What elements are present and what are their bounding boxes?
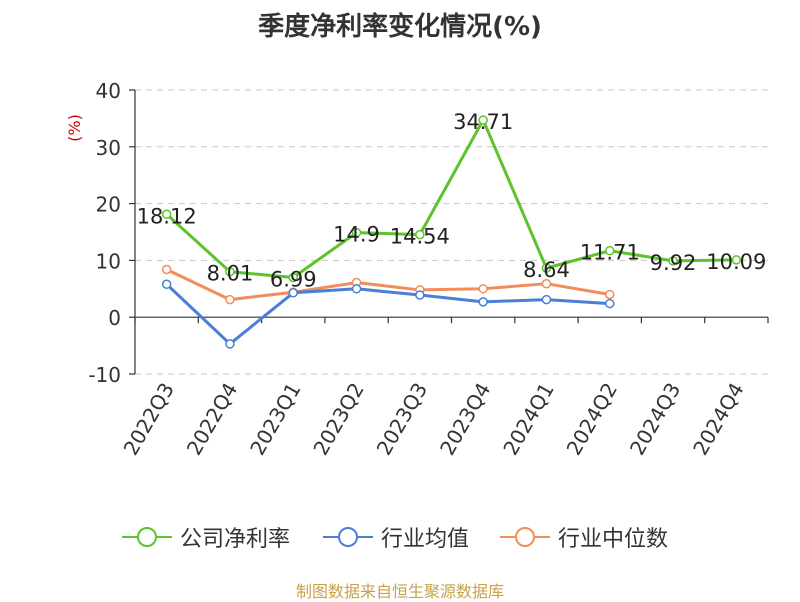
data-label: 11.71 bbox=[580, 241, 640, 265]
x-tick-label: 2022Q3 bbox=[119, 379, 179, 460]
legend-label-company: 公司净利率 bbox=[180, 527, 291, 552]
y-axis-label: (%) bbox=[65, 114, 84, 142]
x-tick-label: 2023Q4 bbox=[435, 379, 495, 460]
x-tick-label: 2023Q2 bbox=[308, 379, 368, 460]
data-point[interactable] bbox=[478, 115, 488, 125]
data-point[interactable] bbox=[351, 227, 362, 238]
y-tick-label: 40 bbox=[96, 79, 121, 103]
data-source-note: 制图数据来自恒生聚源数据库 bbox=[295, 582, 504, 601]
grid-lines bbox=[135, 89, 768, 375]
data-label: 9.92 bbox=[650, 251, 697, 275]
data-point[interactable] bbox=[161, 279, 172, 290]
data-label: 6.99 bbox=[270, 267, 317, 291]
legend-item-industry-median[interactable]: 行业中位数 bbox=[500, 522, 668, 552]
legend-item-industry-average[interactable]: 行业均值 bbox=[323, 522, 469, 552]
data-point[interactable] bbox=[541, 294, 552, 305]
data-point[interactable] bbox=[225, 266, 235, 277]
data-label: 8.01 bbox=[207, 262, 254, 286]
data-point[interactable] bbox=[668, 256, 678, 266]
data-label: 8.64 bbox=[523, 258, 570, 282]
data-point[interactable] bbox=[415, 290, 425, 300]
x-tick-label: 2024Q2 bbox=[562, 379, 622, 460]
x-tick-label: 2022Q4 bbox=[182, 379, 242, 460]
data-point[interactable] bbox=[161, 264, 172, 275]
legend-marker-industry-average bbox=[323, 527, 373, 547]
y-tick-label: 30 bbox=[96, 136, 121, 160]
series-line-0 bbox=[165, 118, 737, 279]
legend-marker-industry-median bbox=[500, 527, 550, 547]
y-tick-label: 20 bbox=[96, 193, 121, 217]
data-label: 34.71 bbox=[453, 110, 513, 134]
legend-label-industry-average: 行业均值 bbox=[381, 527, 470, 552]
data-point[interactable] bbox=[605, 245, 615, 256]
x-tick-label: 2024Q4 bbox=[688, 379, 748, 460]
legend-marker-company bbox=[122, 527, 172, 547]
x-tick-label: 2023Q1 bbox=[245, 379, 305, 460]
data-point[interactable] bbox=[225, 294, 235, 305]
axes bbox=[129, 89, 769, 375]
legend-item-company[interactable]: 公司净利率 bbox=[122, 522, 290, 552]
series-lines bbox=[161, 115, 742, 349]
data-point[interactable] bbox=[478, 297, 488, 307]
data-point[interactable] bbox=[541, 263, 552, 273]
data-label: 10.09 bbox=[706, 250, 766, 274]
x-tick-label: 2024Q1 bbox=[498, 379, 558, 460]
data-point[interactable] bbox=[605, 289, 615, 300]
y-tick-label: 0 bbox=[108, 306, 121, 330]
data-point[interactable] bbox=[225, 339, 235, 349]
series-line-2 bbox=[166, 268, 611, 302]
y-tick-label: -10 bbox=[88, 363, 121, 387]
data-label: 14.9 bbox=[333, 223, 380, 247]
x-tick-labels: 2022Q3 2022Q4 2023Q1 2023Q2 2023Q3 2023Q4 2024… bbox=[119, 379, 749, 460]
data-point[interactable] bbox=[478, 284, 488, 294]
y-tick-labels: -10 0 10 20 30 40 bbox=[88, 79, 121, 387]
data-point[interactable] bbox=[605, 298, 615, 309]
series-line-1 bbox=[165, 283, 610, 346]
data-point[interactable] bbox=[161, 209, 172, 220]
data-point[interactable] bbox=[541, 278, 552, 289]
chart-title: 季度净利率变化情况(%) bbox=[258, 12, 542, 42]
legend-label-industry-median: 行业中位数 bbox=[558, 527, 669, 552]
data-label: 14.54 bbox=[390, 225, 450, 249]
data-point[interactable] bbox=[288, 288, 298, 298]
data-point[interactable] bbox=[415, 229, 425, 240]
data-point[interactable] bbox=[288, 272, 298, 283]
data-point[interactable] bbox=[351, 284, 362, 294]
x-tick-label: 2024Q3 bbox=[625, 379, 685, 460]
data-point[interactable] bbox=[731, 255, 742, 265]
x-tick-label: 2023Q3 bbox=[372, 379, 432, 460]
data-labels: 18.12 8.01 6.99 14.9 14.54 34.71 8.64 11.71 9.92… bbox=[137, 110, 767, 291]
y-tick-label: 10 bbox=[96, 249, 121, 273]
data-label: 18.12 bbox=[137, 204, 197, 228]
